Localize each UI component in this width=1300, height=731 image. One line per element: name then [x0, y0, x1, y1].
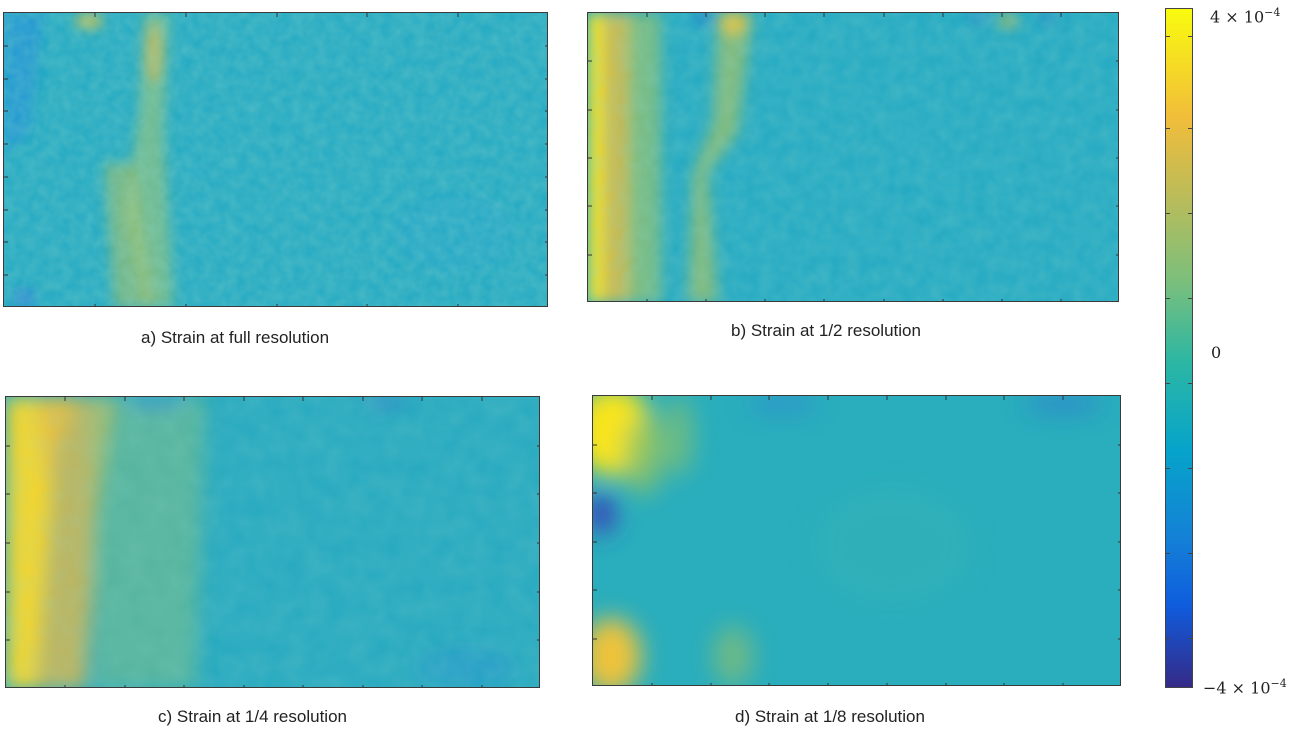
colorbar-tick-right	[1188, 553, 1193, 554]
colorbar-tick-left	[1165, 638, 1170, 639]
heatmap-d	[592, 395, 1121, 686]
colorbar-zero-label: 0	[1211, 343, 1222, 362]
caption-a: a) Strain at full resolution	[141, 328, 330, 347]
colorbar-tick-left	[1165, 298, 1170, 299]
heatmap-c-svg	[6, 397, 539, 687]
heatmap-a-svg	[4, 13, 547, 306]
colorbar-tick-left	[1165, 553, 1170, 554]
colorbar-tick-right	[1188, 36, 1193, 37]
caption-b: b) Strain at 1/2 resolution	[731, 321, 921, 340]
colorbar-tick-right	[1188, 213, 1193, 214]
colorbar-tick-right	[1188, 383, 1193, 384]
colorbar-min-label: −4 × 10−4	[1203, 677, 1287, 698]
colorbar-tick-right	[1188, 468, 1193, 469]
heatmap-b	[587, 12, 1119, 302]
heatmap-a	[3, 12, 548, 307]
colorbar-tick-right	[1188, 128, 1193, 129]
heatmap-b-svg	[588, 13, 1118, 301]
colorbar-tick-left	[1165, 468, 1170, 469]
colorbar-tick-right	[1188, 298, 1193, 299]
heatmap-d-svg	[593, 396, 1120, 685]
caption-c: c) Strain at 1/4 resolution	[158, 707, 347, 726]
colorbar-tick-left	[1165, 383, 1170, 384]
colorbar	[1165, 8, 1193, 688]
colorbar-tick-left	[1165, 36, 1170, 37]
colorbar-tick-left	[1165, 213, 1170, 214]
colorbar-tick-right	[1188, 638, 1193, 639]
heatmap-c	[5, 396, 540, 688]
colorbar-max-label: 4 × 10−4	[1210, 6, 1281, 27]
colorbar-tick-left	[1165, 128, 1170, 129]
caption-d: d) Strain at 1/8 resolution	[735, 707, 925, 726]
